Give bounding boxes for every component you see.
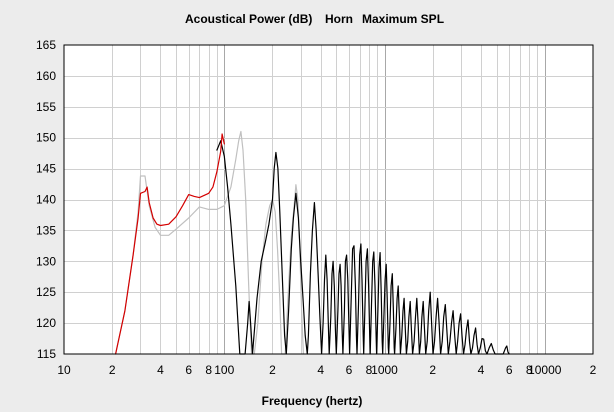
x-tick-label: 8 [205,363,212,377]
x-tick-label: 100 [214,363,234,377]
series-layer [114,130,510,355]
chart-title-horn: Horn [325,12,353,26]
x-tick-label: 1000 [371,363,398,377]
x-tick-label: 2 [269,363,276,377]
x-tick-label: 2 [109,363,116,377]
y-tick-label: 160 [36,69,56,83]
y-tick-label: 125 [36,285,56,299]
y-axis-ticks: 115 120 125 130 135 140 145 150 155 160 165 [36,38,56,361]
y-tick-label: 165 [36,38,56,52]
x-tick-label: 8 [526,363,533,377]
x-tick-label: 2 [429,363,436,377]
x-tick-label: 4 [317,363,324,377]
x-tick-label: 6 [346,363,353,377]
chart-title: Acoustical Power (dB) [185,12,312,26]
y-tick-label: 115 [37,347,56,361]
y-tick-label: 150 [36,131,56,145]
series-line-3 [114,133,225,355]
x-tick-label: 6 [185,363,192,377]
y-tick-label: 130 [36,254,56,268]
series-line-2 [216,140,510,355]
series-line-1 [114,130,304,355]
x-tick-label: 8 [366,363,373,377]
y-tick-label: 155 [36,100,56,114]
x-tick-label: 4 [157,363,164,377]
chart-title-spl: Maximum SPL [362,12,444,26]
x-tick-label: 4 [478,363,485,377]
y-tick-label: 140 [36,193,56,207]
y-tick-label: 145 [36,162,56,176]
x-tick-label: 10000 [528,363,562,377]
y-tick-label: 120 [36,316,56,330]
x-tick-label: 6 [506,363,513,377]
x-tick-label: 2 [590,363,597,377]
x-tick-label: 10 [57,363,71,377]
plot-frame [63,44,594,355]
x-axis-label: Frequency (hertz) [262,394,363,408]
plot-area [64,45,593,354]
y-tick-label: 135 [36,223,56,237]
